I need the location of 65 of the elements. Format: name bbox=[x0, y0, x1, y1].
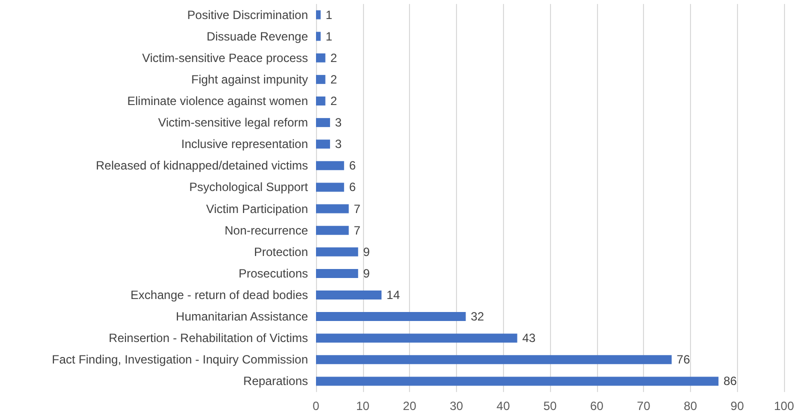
data-label: 76 bbox=[676, 352, 690, 367]
data-label: 14 bbox=[386, 288, 400, 302]
x-tick-label: 60 bbox=[590, 399, 604, 413]
data-label: 6 bbox=[349, 158, 356, 173]
bar bbox=[316, 10, 321, 20]
x-tick-label: 50 bbox=[543, 399, 557, 413]
x-tick-label: 20 bbox=[402, 399, 417, 413]
bar bbox=[316, 376, 718, 386]
y-tick-label: Released of kidnapped/detained victims bbox=[96, 158, 308, 173]
y-tick-label: Exchange - return of dead bodies bbox=[130, 288, 308, 302]
bar bbox=[316, 226, 349, 235]
data-label: 2 bbox=[330, 72, 338, 86]
x-tick-label: 0 bbox=[312, 399, 320, 413]
y-tick-label: Inclusive representation bbox=[181, 137, 308, 152]
bar bbox=[316, 204, 349, 214]
y-tick-label: Victim-sensitive legal reform bbox=[158, 116, 308, 130]
bar bbox=[316, 96, 326, 106]
x-tick-label: 100 bbox=[774, 399, 794, 413]
y-tick-label: Prosecutions bbox=[238, 266, 308, 280]
x-tick-label: 30 bbox=[450, 399, 464, 413]
y-tick-label: Reparations bbox=[243, 374, 308, 388]
data-label: 3 bbox=[335, 137, 342, 152]
y-tick-label: Victim Participation bbox=[206, 202, 308, 216]
x-tick-label: 10 bbox=[356, 399, 370, 413]
data-label: 1 bbox=[326, 29, 333, 44]
y-tick-label: Protection bbox=[254, 244, 308, 259]
x-tick-label: 80 bbox=[684, 399, 698, 413]
bar bbox=[316, 140, 330, 149]
data-label: 43 bbox=[522, 331, 536, 346]
data-label: 7 bbox=[354, 202, 361, 216]
bar bbox=[316, 118, 330, 128]
bar bbox=[316, 290, 382, 300]
bar bbox=[316, 182, 344, 192]
y-tick-label: Fact Finding, Investigation - Inquiry Commission bbox=[52, 352, 308, 367]
bar bbox=[316, 53, 326, 62]
data-label: 1 bbox=[326, 8, 333, 22]
bar bbox=[316, 161, 344, 170]
y-tick-label: Dissuade Revenge bbox=[206, 29, 308, 44]
data-label: 2 bbox=[330, 94, 338, 108]
data-label: 2 bbox=[330, 50, 338, 65]
y-tick-label: Positive Discrimination bbox=[187, 8, 308, 22]
bar bbox=[316, 312, 466, 322]
bar bbox=[316, 355, 672, 364]
bar bbox=[316, 334, 518, 343]
bar bbox=[316, 268, 358, 278]
y-tick-label: Non-recurrence bbox=[224, 223, 308, 238]
y-tick-label: Fight against impunity bbox=[191, 72, 308, 86]
y-tick-label: Humanitarian Assistance bbox=[176, 310, 308, 324]
bar bbox=[316, 32, 321, 41]
y-tick-label: Eliminate violence against women bbox=[127, 94, 308, 108]
x-tick-label: 90 bbox=[730, 399, 744, 413]
data-label: 32 bbox=[470, 310, 484, 324]
y-tick-label: Victim-sensitive Peace process bbox=[142, 50, 308, 65]
y-tick-label: Reinsertion - Rehabilitation of Victims bbox=[108, 331, 308, 346]
data-label: 9 bbox=[363, 244, 370, 259]
data-label: 7 bbox=[354, 223, 361, 238]
x-tick-label: 40 bbox=[496, 399, 510, 413]
y-tick-label: Psychological Support bbox=[189, 180, 309, 194]
data-label: 86 bbox=[723, 374, 738, 388]
data-label: 6 bbox=[349, 180, 356, 194]
data-label: 3 bbox=[335, 116, 342, 130]
bar bbox=[316, 74, 326, 84]
data-label: 9 bbox=[363, 266, 370, 280]
bar bbox=[316, 247, 358, 256]
x-tick-label: 70 bbox=[636, 399, 651, 413]
